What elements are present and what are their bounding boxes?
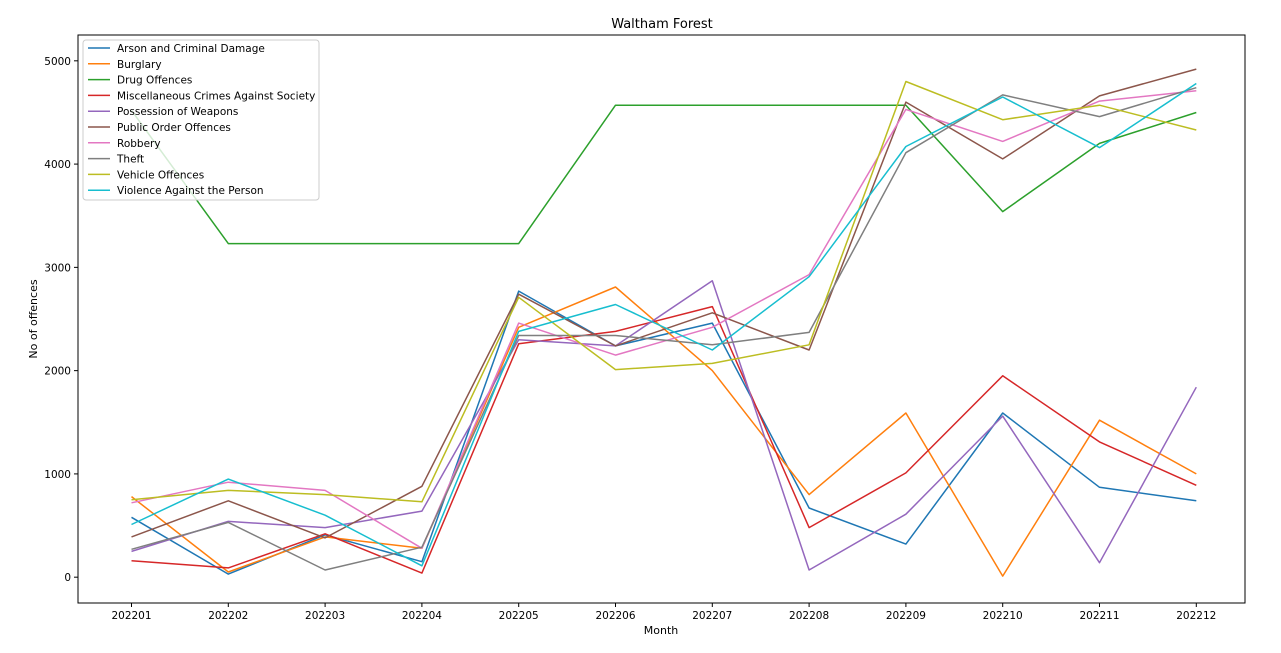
x-axis-title: Month — [644, 624, 679, 637]
x-tick-label: 202208 — [789, 610, 829, 622]
series-line-theft — [131, 86, 1197, 571]
y-tick-label: 5000 — [44, 56, 71, 68]
series-line-robbery — [131, 90, 1197, 550]
legend-label-miscellaneous-crimes-against-society: Miscellaneous Crimes Against Society — [117, 90, 315, 102]
y-tick-label: 1000 — [44, 469, 71, 481]
legend-label-robbery: Robbery — [117, 138, 161, 150]
y-axis: 0 1000 2000 3000 4000 5000 — [44, 56, 78, 584]
legend-label-theft: Theft — [116, 154, 144, 166]
y-tick-label: 2000 — [44, 366, 71, 378]
x-tick-label: 202204 — [402, 610, 442, 622]
x-tick-label: 202202 — [208, 610, 248, 622]
x-tick-label: 202206 — [595, 610, 635, 622]
series-line-violence-against-the-person — [131, 82, 1197, 567]
legend-label-burglary: Burglary — [117, 59, 162, 71]
x-tick-label: 202203 — [305, 610, 345, 622]
x-tick-label: 202201 — [111, 610, 151, 622]
y-axis-title: No of offences — [27, 279, 40, 358]
legend-label-arson-and-criminal-damage: Arson and Criminal Damage — [117, 43, 265, 55]
x-tick-label: 202211 — [1079, 610, 1119, 622]
x-tick-label: 202209 — [886, 610, 926, 622]
legend-box — [82, 39, 320, 201]
y-tick-label: 4000 — [44, 159, 71, 171]
x-tick-label: 202205 — [499, 610, 539, 622]
y-tick-label: 0 — [64, 572, 71, 584]
legend-label-vehicle-offences: Vehicle Offences — [117, 169, 204, 181]
x-tick-label: 202212 — [1176, 610, 1216, 622]
series-line-burglary — [131, 286, 1197, 577]
series-line-vehicle-offences — [131, 80, 1197, 503]
series-line-drug-offences — [130, 104, 1197, 245]
x-tick-label: 202207 — [692, 610, 732, 622]
legend-label-drug-offences: Drug Offences — [117, 75, 192, 87]
series-lines — [130, 68, 1197, 577]
series-line-possession-of-weapons — [131, 280, 1197, 571]
series-line-public-order-offences — [131, 68, 1197, 539]
series-line-miscellaneous-crimes-against-society — [131, 305, 1197, 574]
y-tick-label: 3000 — [44, 262, 71, 274]
chart-title: Waltham Forest — [611, 17, 713, 32]
legend-label-public-order-offences: Public Order Offences — [117, 122, 231, 134]
series-line-arson-and-criminal-damage — [131, 290, 1197, 575]
legend-label-possession-of-weapons: Possession of Weapons — [117, 106, 238, 118]
plot-area — [77, 34, 1246, 604]
x-tick-label: 202210 — [983, 610, 1023, 622]
x-axis: 202201 202202 202203 202204 202205 202206 2022… — [111, 603, 1216, 622]
legend: Arson and Criminal Damage Burglary Drug Of… — [82, 39, 320, 201]
legend-label-violence-against-the-person: Violence Against the Person — [117, 185, 264, 197]
